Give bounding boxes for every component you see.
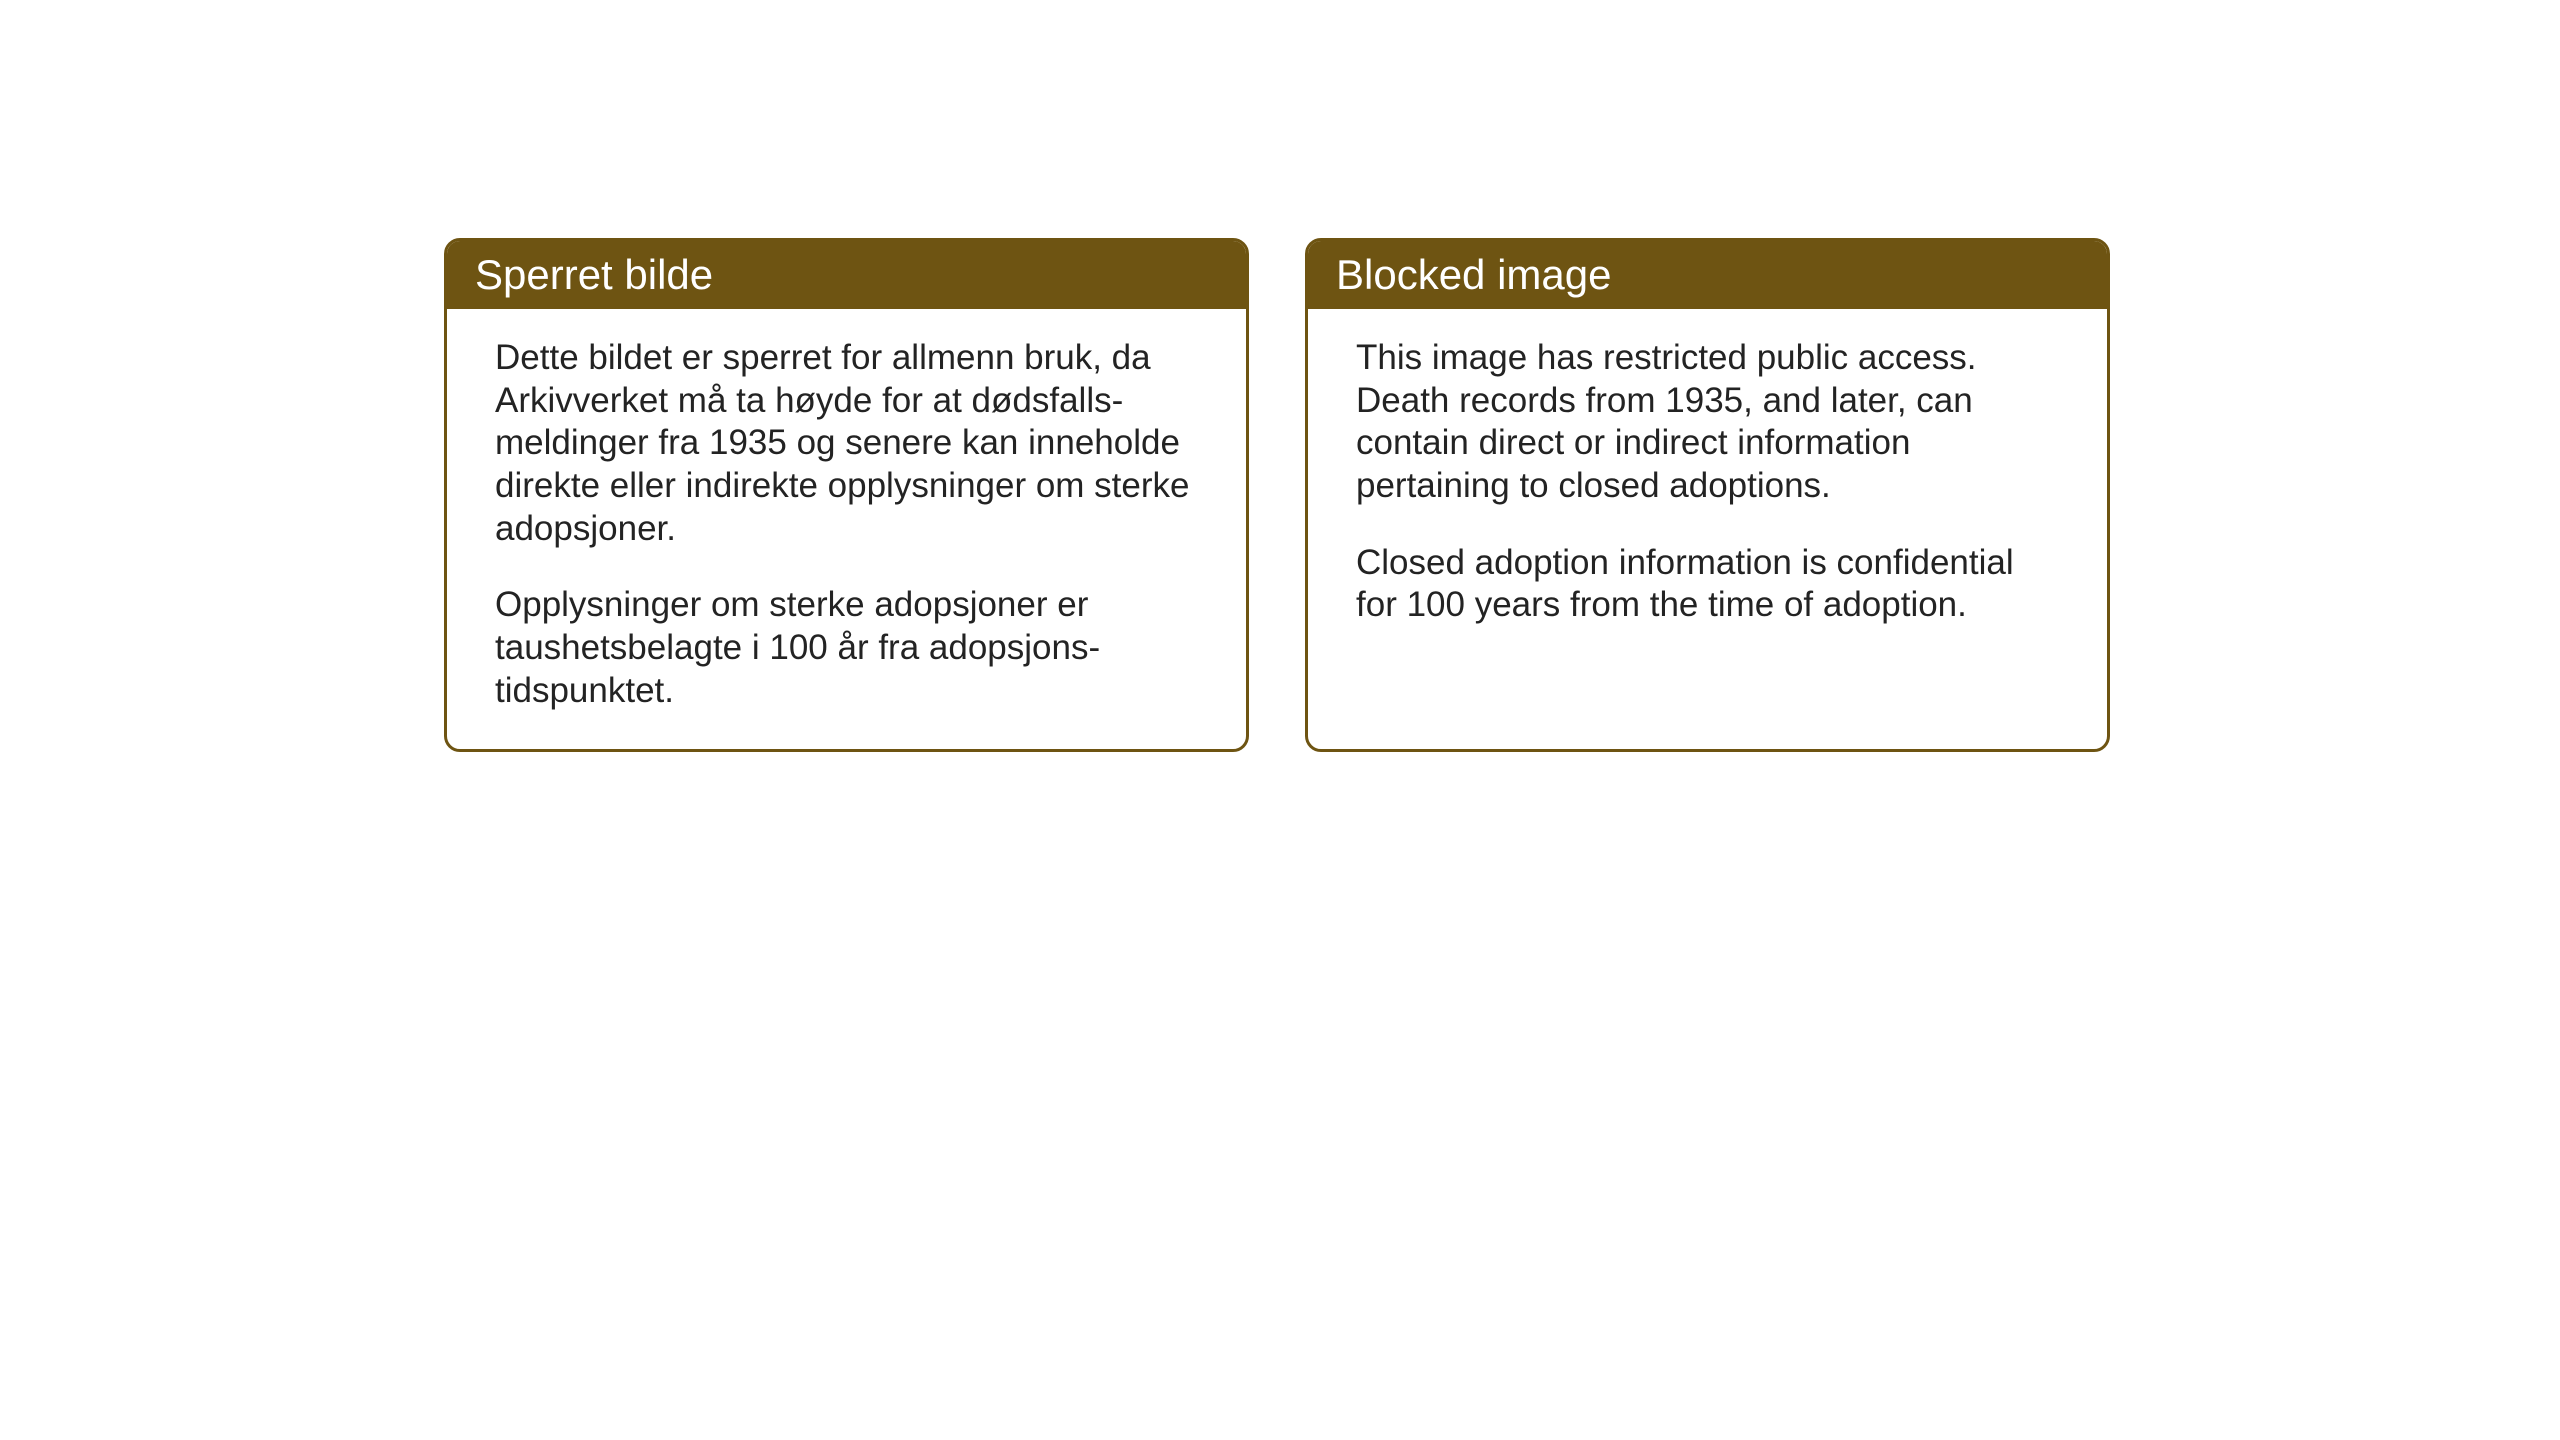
card-body-english: This image has restricted public access.… (1308, 309, 2107, 709)
paragraph-1-english: This image has restricted public access.… (1356, 337, 2059, 508)
notice-cards-container: Sperret bilde Dette bildet er sperret fo… (444, 238, 2110, 752)
card-body-norwegian: Dette bildet er sperret for allmenn bruk… (447, 309, 1246, 749)
paragraph-2-norwegian: Opplysninger om sterke adopsjoner er tau… (495, 584, 1198, 712)
notice-card-english: Blocked image This image has restricted … (1305, 238, 2110, 752)
notice-card-norwegian: Sperret bilde Dette bildet er sperret fo… (444, 238, 1249, 752)
paragraph-1-norwegian: Dette bildet er sperret for allmenn bruk… (495, 337, 1198, 550)
card-title-english: Blocked image (1336, 251, 1611, 298)
card-title-norwegian: Sperret bilde (475, 251, 713, 298)
paragraph-2-english: Closed adoption information is confident… (1356, 542, 2059, 627)
card-header-english: Blocked image (1308, 241, 2107, 309)
card-header-norwegian: Sperret bilde (447, 241, 1246, 309)
